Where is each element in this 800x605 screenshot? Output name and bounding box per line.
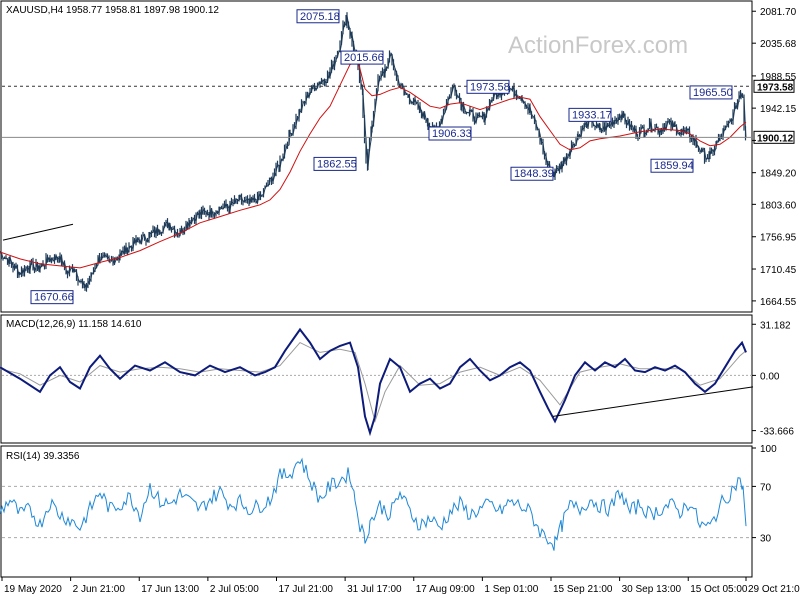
y-tick-label: 31.182 xyxy=(760,320,791,331)
x-tick-label: 1 Sep 01:00 xyxy=(484,584,538,595)
annotation-box xyxy=(30,290,74,305)
annotation-label: 1965.50 xyxy=(693,87,733,99)
annotation-label: 1670.66 xyxy=(34,292,74,304)
annotation-label: 1973.58 xyxy=(470,81,510,93)
macd-layer xyxy=(0,327,754,437)
x-tick-label: 2 Jul 05:00 xyxy=(210,584,259,595)
x-tick-label: 15 Oct 05:00 xyxy=(690,584,748,595)
x-tick-label: 30 Sep 13:00 xyxy=(622,584,682,595)
level-label: 1973.58 xyxy=(753,79,795,93)
annotation-label: 1848.39 xyxy=(514,168,554,180)
x-tick-label: 31 Jul 17:00 xyxy=(347,584,402,595)
macd-panel-frame xyxy=(0,314,753,444)
annotation: 1859.94 xyxy=(650,158,694,173)
y-tick-label: 1849.20 xyxy=(760,169,797,180)
annotation-label: 1859.94 xyxy=(654,160,694,172)
annotation: 1670.66 xyxy=(30,290,74,305)
rsi-line xyxy=(0,457,747,551)
level-label-text: 1973.58 xyxy=(757,82,794,93)
annotation: 1848.39 xyxy=(510,166,554,181)
y-tick-label: 1988.55 xyxy=(760,72,797,83)
y-tick-label: 2035.68 xyxy=(760,39,797,50)
axis-layer: 2081.70 2035.68 1988.55 1942.15 1849.20 1803.… xyxy=(1,7,800,595)
y-tick-label: 70 xyxy=(760,482,772,493)
annotation-box xyxy=(296,9,340,24)
annotation: 2015.66 xyxy=(340,50,384,65)
watermark: ActionForex.com xyxy=(508,32,688,59)
y-tick-label: 100 xyxy=(760,444,777,455)
annotation-box xyxy=(689,85,733,100)
annotation-box xyxy=(428,126,472,141)
annotation-box xyxy=(568,107,612,122)
y-tick-label: 2081.70 xyxy=(760,7,797,18)
annotation-label: 1862.55 xyxy=(317,158,357,170)
y-tick-label: 30 xyxy=(760,534,772,545)
y-tick-label: 1756.95 xyxy=(760,233,797,244)
macd-header: MACD(12,26,9) 11.158 14.610 xyxy=(6,319,142,330)
x-tick-label: 2 Jun 21:00 xyxy=(73,584,126,595)
annotation-label: 1906.33 xyxy=(432,128,472,140)
annotation: 1933.17 xyxy=(568,107,612,122)
annotation-label: 2015.66 xyxy=(344,52,384,64)
annotation-box xyxy=(313,156,357,171)
x-tick-label: 15 Sep 21:00 xyxy=(553,584,613,595)
level-label-text: 1900.12 xyxy=(757,133,794,144)
price-line xyxy=(0,15,747,290)
macd-trendline xyxy=(552,386,754,417)
price-trendline xyxy=(2,223,74,241)
annotation-box xyxy=(650,158,694,173)
rsi-layer xyxy=(0,457,752,551)
y-tick-label: 1942.15 xyxy=(760,104,797,115)
y-tick-label: 0.00 xyxy=(760,371,780,382)
rsi-header: RSI(14) 39.3356 xyxy=(6,451,80,462)
x-tick-label: 17 Jun 13:00 xyxy=(141,584,199,595)
x-tick-label: 19 May 2020 xyxy=(4,584,62,595)
level-label: 1900.12 xyxy=(753,130,795,144)
level-label-box xyxy=(753,79,795,93)
annotation-box xyxy=(340,50,384,65)
y-tick-label: -33.666 xyxy=(760,427,794,438)
annotation-box xyxy=(510,166,554,181)
macd-signal-line xyxy=(0,341,747,424)
annotation-box xyxy=(466,79,510,94)
annotation: 1906.33 xyxy=(428,126,472,141)
y-tick-label: 1664.55 xyxy=(760,297,797,308)
y-tick-label: 1803.60 xyxy=(760,200,797,211)
annotation-label: 1933.17 xyxy=(572,109,612,121)
level-label-box xyxy=(753,130,795,144)
annotation-label: 2075.18 xyxy=(300,11,340,23)
price-layer: 1973.58 1900.12 2075.18 2015.66 1973.58 1965.… xyxy=(0,9,795,305)
moving-average-line xyxy=(0,60,747,269)
annotation: 1965.50 xyxy=(689,85,733,100)
x-tick-label: 17 Jul 21:00 xyxy=(278,584,333,595)
y-tick-label: 1710.45 xyxy=(760,265,797,276)
x-tick-label: 17 Aug 09:00 xyxy=(416,584,475,595)
annotation: 1862.55 xyxy=(313,156,357,171)
annotation: 2075.18 xyxy=(296,9,340,24)
macd-line xyxy=(0,327,747,437)
price-panel-frame xyxy=(0,0,753,313)
price-header: XAUUSD,H4 1958.77 1958.81 1897.98 1900.1… xyxy=(6,5,219,16)
annotation: 1973.58 xyxy=(466,79,510,94)
x-tick-label: 29 Oct 21:00 xyxy=(748,584,800,595)
